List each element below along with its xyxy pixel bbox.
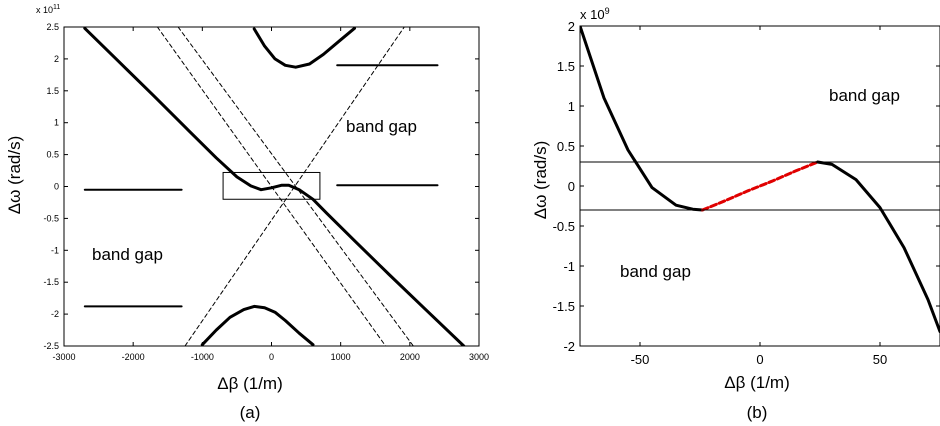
panel-a-band-gap-upper: band gap (346, 117, 417, 136)
panel-a-y-axis-label: Δω (rad/s) (5, 136, 24, 214)
panel-b-y-ticks: -2 -1.5 -1 -0.5 0 0.5 1 1.5 2 (553, 19, 940, 354)
panel-b-y-tick-label: 1.5 (557, 59, 575, 74)
panel-a-series-line-6 (177, 27, 414, 346)
panel-b-y-axis-label: Δω (rad/s) (531, 141, 550, 219)
panel-a-caption: (a) (240, 403, 261, 422)
panel-b-series-line-3 (816, 160, 940, 334)
panel-a-y-tick-label: -2 (51, 309, 59, 319)
panel-a-series-line-4 (184, 27, 405, 346)
panel-a-x-tick-label: 2000 (400, 352, 420, 362)
panel-a-y-ticks: -2.5 -2 -1.5 -1 -0.5 0 0.5 1 1.5 2 2.5 (43, 22, 479, 351)
panel-a-x-tick-label: -1000 (191, 352, 214, 362)
panel-b-y-tick-label: -0.5 (553, 219, 575, 234)
panel-a-x-tick-label: 1000 (331, 352, 351, 362)
panel-a: -3000 -2000 -1000 0 1000 2000 3000 -2.5-2-1.5-… (5, 4, 489, 422)
panel-a-series-line-2 (252, 27, 356, 69)
panel-a-x-tick-label: -3000 (52, 352, 75, 362)
panel-a-y-tick-label: 2.5 (46, 22, 59, 32)
panel-b-band-gap-lower: band gap (620, 262, 691, 281)
panel-b-series-group (580, 26, 940, 334)
panel-b-y-tick-label: 0.5 (557, 139, 575, 154)
panel-b-y-tick-label: -1 (563, 259, 575, 274)
panel-a-band-gap-lower: band gap (92, 245, 163, 264)
panel-b-x-tick-label: 50 (873, 352, 887, 367)
panel-b-x-tick-label: 0 (756, 352, 763, 367)
panel-b-y-tick-label: 1 (568, 99, 575, 114)
panel-a-y-tick-label: 1.5 (46, 86, 59, 96)
panel-a-y-exponent: x 1011 (36, 4, 60, 15)
panel-b-band-gap-upper: band gap (829, 86, 900, 105)
panel-b-x-axis-label: Δβ (1/m) (724, 373, 790, 392)
panel-a-y-tick-label: 1 (54, 118, 59, 128)
panel-b-x-ticks: -50 0 50 (631, 26, 887, 367)
panel-b-x-tick-label: -50 (631, 352, 650, 367)
panel-a-y-tick-label: 0 (54, 182, 59, 192)
panel-b: -50 0 50 -2 -1.5 -1 -0.5 0 0.5 1 1.5 2 x 109 band … (531, 6, 940, 422)
panel-a-series-group (83, 27, 466, 346)
panel-b-series-line-2 (700, 160, 820, 212)
panel-b-y-tick-label: -2 (563, 339, 575, 354)
panel-a-y-tick-label: 2 (54, 54, 59, 64)
panel-a-x-tick-label: 0 (269, 352, 274, 362)
panel-b-series-line-1 (580, 26, 704, 212)
panel-a-y-tick-label: -0.5 (43, 213, 59, 223)
panel-a-series-line-1 (83, 27, 466, 346)
panel-a-y-tick-label: -1.5 (43, 277, 59, 287)
panel-b-y-tick-label: -1.5 (553, 299, 575, 314)
panel-a-series-line-5 (156, 27, 387, 346)
panel-b-y-exponent: x 109 (580, 6, 610, 22)
panel-a-y-tick-label: -1 (51, 245, 59, 255)
panel-a-x-tick-label: -2000 (122, 352, 145, 362)
panel-a-x-tick-label: 3000 (469, 352, 489, 362)
panel-b-caption: (b) (747, 403, 768, 422)
panel-a-inset-box (222, 171, 321, 200)
panel-b-y-tick-label: 2 (568, 19, 575, 34)
panel-a-x-axis-label: Δβ (1/m) (217, 374, 283, 393)
panel-a-y-tick-label: 0.5 (46, 150, 59, 160)
panel-b-y-tick-label: 0 (568, 179, 575, 194)
panel-a-x-ticks: -3000 -2000 -1000 0 1000 2000 3000 (52, 27, 489, 362)
panel-a-series-line-3 (200, 304, 315, 346)
panel-a-y-tick-label: -2.5 (43, 341, 59, 351)
